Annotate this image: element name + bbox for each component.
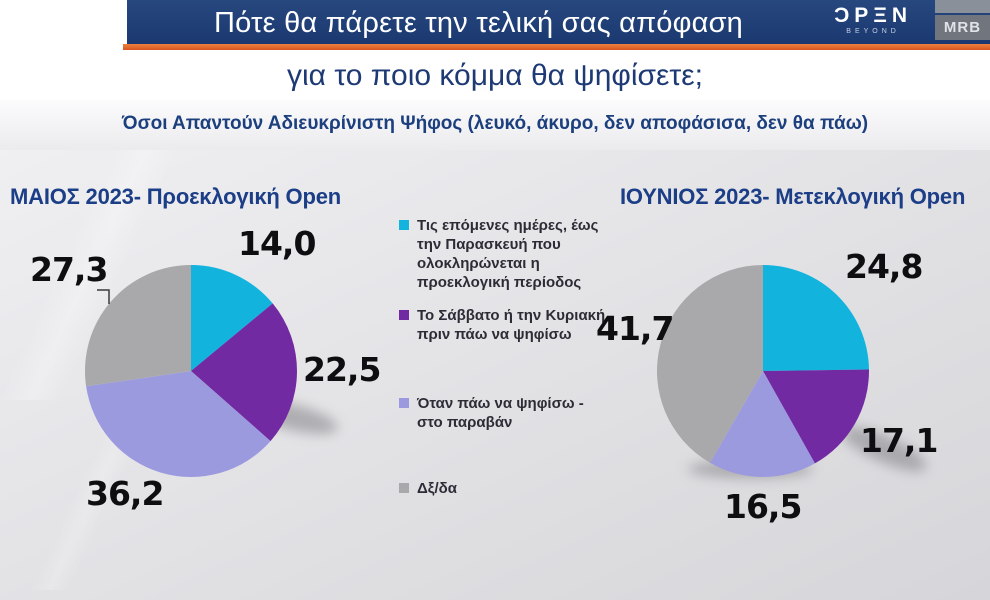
legend-item: Τις επόμενες ημέρες, έως την Παρασκευή π… (399, 216, 607, 292)
label-leader-line (97, 289, 110, 304)
mrb-logo-top-block (935, 0, 990, 13)
legend-swatch-periwinkle (399, 398, 409, 408)
legend-item: Το Σάββατο ή την Κυριακή πριν πάω να ψηφ… (399, 306, 607, 344)
mrb-logo-label: MRB (935, 15, 990, 40)
legend-swatch-gray (399, 483, 409, 493)
legend-label: Δξ/δα (417, 480, 457, 497)
legend-item: Όταν πάω να ψηφίσω - στο παραβάν (399, 394, 607, 432)
value-label: 17,1 (860, 421, 938, 460)
open-logo-text: ƆPΞN (834, 4, 912, 27)
legend-swatch-cyan (399, 220, 409, 230)
open-logo-subtext: BEYOND (846, 28, 900, 35)
open-beyond-logo: ƆPΞN BEYOND (834, 4, 912, 36)
pie-slice (191, 303, 297, 442)
pie-chart-may-2023 (84, 264, 298, 478)
pie-slice (84, 265, 191, 387)
value-label: 14,0 (238, 224, 316, 263)
pie-slice (763, 369, 870, 464)
value-label: 24,8 (845, 247, 923, 286)
orange-accent-line (123, 44, 990, 50)
legend-item: Δξ/δα (399, 479, 607, 498)
pie-chart-june-2023 (656, 264, 870, 478)
mrb-logo: MRB (935, 0, 990, 40)
value-label: 22,5 (303, 350, 381, 389)
note-strip: Όσοι Απαντούν Αδιευκρίνιστη Ψήφος (λευκό… (0, 100, 990, 150)
pie-slice (763, 265, 869, 371)
legend-swatch-purple (399, 310, 409, 320)
legend-label: Τις επόμενες ημέρες, έως την Παρασκευή π… (417, 217, 599, 291)
page-title: Πότε θα πάρετε την τελική σας απόφαση (213, 7, 744, 39)
page-subtitle: για το ποιο κόμμα θα ψηφίσετε; (286, 59, 703, 92)
pie-slice (656, 265, 763, 463)
value-label: 27,3 (30, 250, 108, 289)
value-label: 16,5 (724, 487, 802, 526)
pie-slice (86, 371, 271, 478)
pie-slice (709, 371, 815, 477)
value-label: 41,7 (596, 309, 674, 348)
pie-slice (191, 265, 273, 371)
legend-label: Όταν πάω να ψηφίσω - στο παραβάν (417, 395, 584, 431)
legend-label: Το Σάββατο ή την Κυριακή πριν πάω να ψηφ… (417, 307, 606, 343)
title-bar: Πότε θα πάρετε την τελική σας απόφαση ƆP… (123, 0, 990, 50)
value-label: 36,2 (86, 474, 164, 513)
left-chart-title: ΜΑΙΟΣ 2023- Προεκλογική Open (10, 184, 341, 209)
right-chart-title: ΙΟΥΝΙΟΣ 2023- Μετεκλογική Open (620, 184, 966, 209)
